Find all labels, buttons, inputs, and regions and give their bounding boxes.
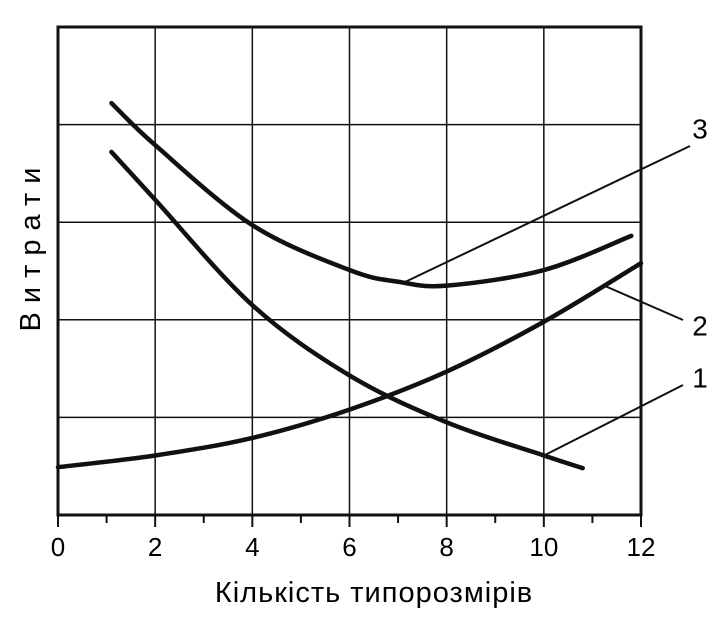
leader-line <box>544 384 684 456</box>
series-line <box>55 260 644 470</box>
x-tick-label: 4 <box>245 532 259 562</box>
series-line <box>109 100 634 289</box>
x-tick-label: 6 <box>342 532 356 562</box>
x-tick-label: 2 <box>148 532 162 562</box>
series-line <box>109 149 585 471</box>
series-label: 3 <box>692 113 708 144</box>
series-label: 2 <box>692 310 708 341</box>
x-axis-label: Кількість типорозмірів <box>215 577 533 609</box>
leader-line <box>604 285 684 321</box>
x-tick-label: 8 <box>439 532 453 562</box>
x-tick-label: 0 <box>51 532 65 562</box>
y-axis-label: Витрати <box>15 159 47 332</box>
x-tick-label: 12 <box>627 532 656 562</box>
x-tick-label: 10 <box>529 532 558 562</box>
leader-line <box>404 145 691 283</box>
series-label: 1 <box>692 362 708 393</box>
